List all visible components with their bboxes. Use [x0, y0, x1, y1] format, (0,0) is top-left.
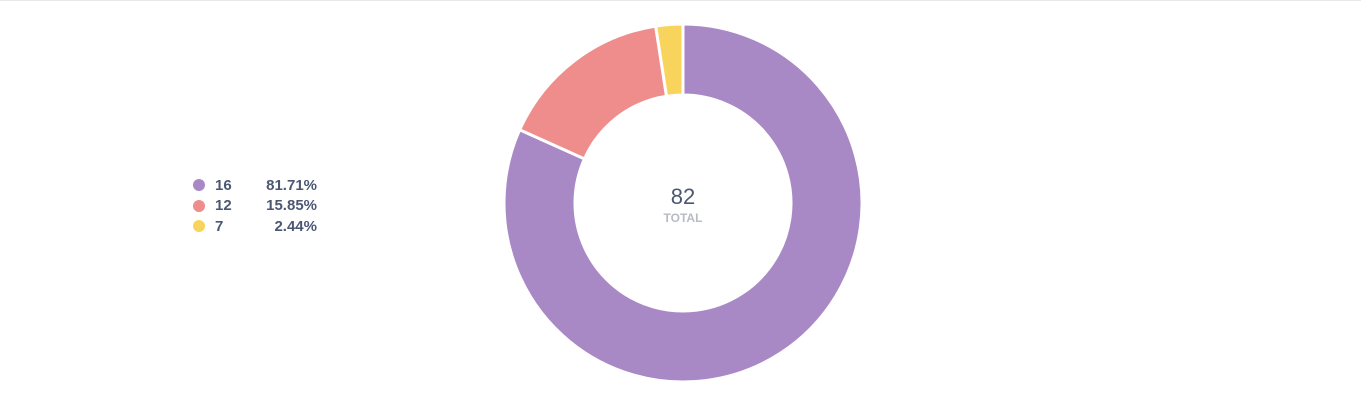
legend-item[interactable]: 7 2.44%: [193, 216, 333, 237]
legend-item[interactable]: 16 81.71%: [193, 175, 333, 196]
donut-slice[interactable]: [517, 24, 669, 161]
total-label: TOTAL: [664, 211, 703, 225]
legend-swatch: [193, 179, 205, 192]
legend-percentage: 81.71%: [266, 176, 317, 194]
legend-label: 16: [215, 176, 232, 194]
donut-slice[interactable]: [502, 22, 864, 384]
top-divider: [0, 0, 1361, 1]
chart-legend: 16 81.71% 12 15.85% 7 2.44%: [193, 175, 333, 237]
legend-label: 7: [215, 217, 224, 235]
total-value: 82: [671, 184, 695, 209]
legend-label: 12: [215, 197, 232, 215]
legend-swatch: [193, 199, 205, 212]
donut-slice[interactable]: [653, 22, 685, 98]
legend-percentage: 2.44%: [274, 217, 317, 235]
donut-slices: [502, 22, 864, 384]
legend-swatch: [193, 220, 205, 233]
legend-item[interactable]: 12 15.85%: [193, 196, 333, 217]
legend-percentage: 15.85%: [266, 197, 317, 215]
